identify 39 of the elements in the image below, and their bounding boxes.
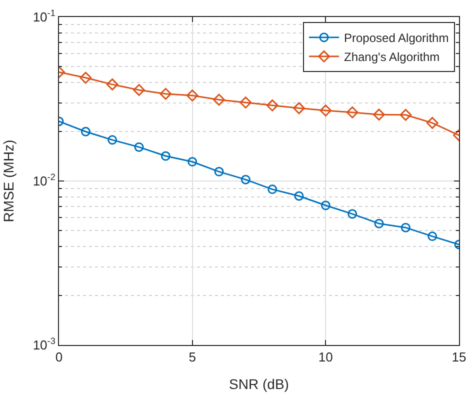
point xyxy=(133,84,145,96)
point xyxy=(160,88,172,100)
y-tick-label: 10$^{-1}$ xyxy=(32,8,56,25)
point xyxy=(160,151,170,161)
point xyxy=(240,174,250,184)
point xyxy=(134,142,144,152)
point xyxy=(293,102,305,114)
point xyxy=(213,94,225,106)
point xyxy=(374,218,384,228)
x-axis-title: SNR (dB) xyxy=(229,376,289,392)
point xyxy=(268,184,278,194)
y-tick-label: 10$^{-3}$ xyxy=(32,336,56,353)
x-tick-label: 0 xyxy=(55,350,63,365)
point xyxy=(80,126,90,136)
point xyxy=(320,200,330,210)
point xyxy=(108,135,118,145)
point xyxy=(400,108,412,121)
point xyxy=(106,78,118,90)
point xyxy=(346,106,358,118)
y-axis-title: RMSE (MHz) xyxy=(0,140,16,222)
x-tick-label: 15 xyxy=(452,350,466,365)
x-tick-label: 5 xyxy=(188,350,196,365)
point xyxy=(428,232,438,242)
legend-label: Zhang's Algorithm xyxy=(344,50,440,64)
point xyxy=(348,209,358,219)
x-tick-label: 10 xyxy=(318,350,333,365)
point xyxy=(186,90,198,102)
point xyxy=(426,116,438,129)
point xyxy=(320,104,332,116)
point xyxy=(400,222,410,232)
point xyxy=(214,166,224,176)
point xyxy=(266,99,278,112)
y-tick-label: 10$^{-2}$ xyxy=(32,172,56,189)
legend-label: Proposed Algorithm xyxy=(344,31,449,46)
point xyxy=(294,191,304,201)
point xyxy=(80,72,92,84)
point xyxy=(373,108,385,121)
point xyxy=(188,157,198,167)
point xyxy=(240,96,252,108)
